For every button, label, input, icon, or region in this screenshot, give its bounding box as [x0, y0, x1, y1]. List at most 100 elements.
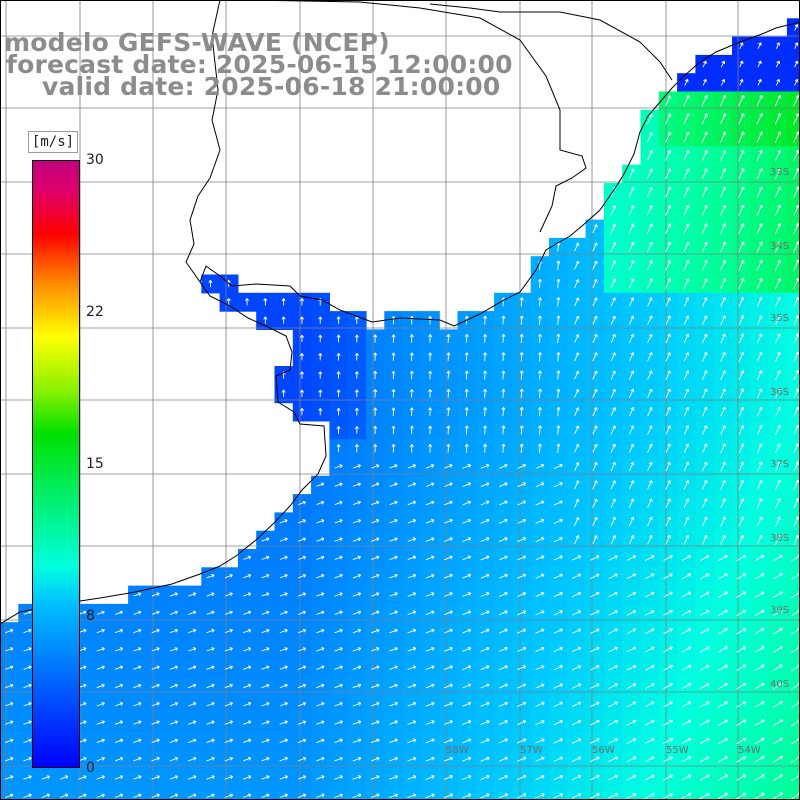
wind-arrow: [352, 500, 362, 506]
wind-cell: [567, 786, 587, 800]
wind-arrow: [571, 701, 582, 708]
wind-arrow: [683, 461, 690, 472]
wind-cell: [494, 786, 513, 800]
wind-arrow: [775, 388, 781, 399]
wind-arrow: [699, 774, 710, 781]
wind-arrow: [443, 665, 453, 671]
wind-arrow: [391, 425, 396, 435]
wind-arrow: [188, 793, 197, 798]
wind-arrow: [279, 555, 288, 560]
wind-arrow: [628, 223, 635, 234]
wind-arrow: [719, 278, 727, 289]
wind-arrow: [133, 683, 142, 689]
wind-arrow: [425, 610, 435, 616]
wind-arrow: [739, 60, 744, 68]
wind-arrow: [775, 461, 781, 472]
wind-arrow: [793, 277, 800, 290]
wind-arrow: [665, 461, 671, 472]
wind-arrow: [373, 352, 378, 361]
wind-cell: [603, 786, 623, 800]
wind-arrow: [774, 277, 782, 290]
wind-arrow: [370, 793, 380, 799]
wind-arrow: [756, 443, 763, 454]
wind-arrow: [683, 168, 690, 180]
wind-arrow: [718, 591, 728, 598]
wind-arrow: [23, 628, 32, 634]
wind-arrow: [556, 352, 561, 362]
wind-arrow: [425, 738, 435, 744]
wind-cell: [274, 786, 294, 800]
wind-arrow: [535, 701, 545, 707]
wind-arrow: [628, 498, 635, 508]
wind-cell: [786, 622, 800, 642]
wind-arrow: [483, 370, 488, 380]
wind-arrow: [571, 719, 582, 726]
wind-arrow: [738, 186, 745, 198]
wind-arrow: [352, 720, 362, 725]
wind-arrow: [538, 370, 542, 380]
wind-arrow: [480, 646, 490, 652]
wind-arrow: [224, 738, 234, 744]
wind-arrow: [794, 60, 799, 68]
wind-arrow: [370, 628, 380, 634]
wind-arrow: [336, 316, 341, 324]
wind-arrow: [754, 609, 765, 617]
wind-cell: [786, 292, 800, 312]
wind-arrow: [535, 756, 545, 762]
wind-arrow: [23, 683, 32, 689]
wind-arrow: [169, 647, 179, 652]
wind-arrow: [188, 647, 197, 652]
wind-arrow: [610, 516, 616, 527]
wind-arrow: [261, 756, 270, 762]
wind-arrow: [464, 443, 469, 453]
wind-arrow: [738, 406, 745, 417]
wind-arrow: [663, 591, 673, 598]
wind-arrow: [316, 756, 325, 762]
wind-arrow: [483, 352, 488, 362]
wind-arrow: [556, 406, 561, 417]
wind-arrow: [480, 463, 490, 469]
wind-arrow: [717, 756, 728, 763]
wind-arrow: [133, 610, 142, 615]
wind-arrow: [738, 204, 745, 216]
wind-arrow: [699, 591, 710, 598]
wind-arrow: [299, 371, 304, 379]
wind-arrow: [738, 443, 745, 454]
wind-arrow: [535, 774, 545, 781]
wind-arrow: [663, 719, 673, 726]
wind-arrow: [610, 388, 616, 398]
wind-arrow: [297, 775, 307, 780]
wind-arrow: [480, 537, 490, 543]
wind-arrow: [738, 388, 745, 399]
wind-arrow: [717, 683, 728, 690]
wind-arrow: [681, 591, 692, 598]
wind-arrow: [535, 646, 545, 653]
wind-arrow: [133, 702, 142, 707]
wind-arrow: [701, 498, 708, 509]
wind-arrow: [720, 60, 726, 68]
wind-arrow: [754, 591, 765, 598]
wind-arrow: [683, 443, 690, 454]
wind-arrow: [498, 592, 508, 598]
wind-arrow: [298, 537, 307, 542]
wind-arrow: [444, 646, 453, 652]
wind-arrow: [610, 315, 616, 325]
wind-arrow: [370, 775, 380, 780]
wind-arrow: [626, 683, 637, 689]
wind-arrow: [772, 591, 783, 598]
wind-arrow: [663, 628, 673, 635]
wind-arrow: [297, 647, 307, 652]
wind-arrow: [683, 205, 690, 216]
wind-arrow: [425, 720, 435, 725]
wind-arrow: [574, 388, 580, 398]
wind-arrow: [501, 333, 506, 343]
wind-arrow: [391, 370, 396, 380]
wind-arrow: [23, 775, 32, 780]
wind-arrow: [683, 223, 690, 234]
wind-arrow: [793, 168, 800, 180]
wind-arrow: [754, 682, 765, 690]
wind-arrow: [756, 333, 763, 344]
wind-arrow: [701, 480, 708, 490]
wind-arrow: [498, 537, 508, 543]
wind-arrow: [133, 756, 142, 762]
